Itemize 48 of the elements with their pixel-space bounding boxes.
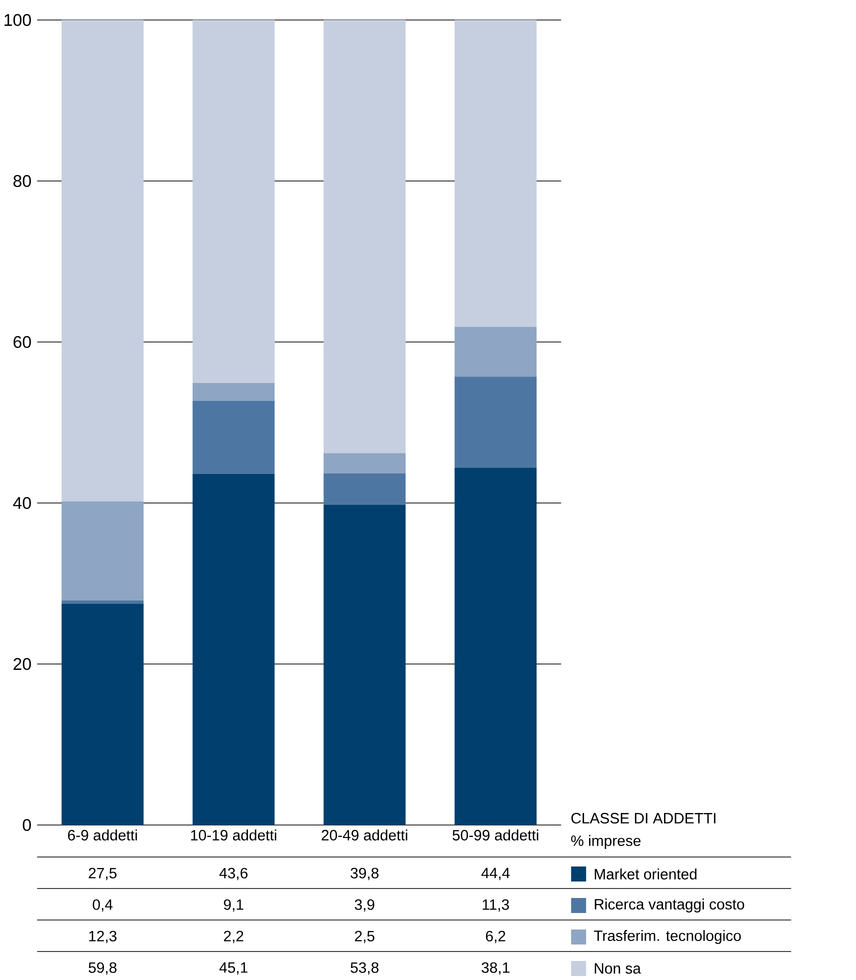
bar [454,20,537,327]
y-tick-label: 40 [13,496,32,509]
bar [192,474,275,825]
bar [62,20,144,502]
x-tick-label: 6-9 addetti [68,830,138,840]
bar [324,473,406,505]
y-tick-label: 60 [14,336,32,348]
data-label: 27,5 [89,868,117,880]
bar [324,453,406,474]
data-label: 59,8 [88,962,117,975]
bar [62,501,144,600]
data-label: 0,4 [92,899,113,912]
legend-label: Market oriented [595,868,697,880]
y-tick-label: 100 [4,14,32,26]
data-label: 3,9 [354,899,374,912]
data-label: 6,2 [486,930,506,944]
x-tick-label: 50-99 addetti [452,830,538,840]
data-label: 2,2 [224,930,244,944]
data-label: 2,5 [355,930,375,944]
x-tick-label: 20-49 addetti [322,830,408,840]
bar [192,400,275,474]
data-label: 38,1 [482,962,510,975]
y-tick-label: 20 [14,658,32,670]
data-label: 9,1 [224,899,244,912]
y-axis-title: % imprese [571,835,641,849]
data-label: 39,8 [350,868,379,880]
y-tick-label: 0 [23,819,32,831]
data-label: 43,6 [220,868,248,880]
y-tick-label: 80 [14,174,32,187]
x-tick-label: 10-19 addetti [191,830,276,840]
bar [454,376,537,468]
legend-label: Non sa [595,963,642,974]
legend-label: Ricerca vantaggi costo [595,898,744,912]
x-axis-title: CLASSE DI ADDETTI [572,812,716,824]
bar [192,383,275,401]
data-label: 53,8 [350,962,379,975]
bar [324,20,406,454]
bar [62,604,144,825]
legend-label: Trasferim. tecnologico [594,930,742,944]
bar [192,20,275,384]
bar [454,468,537,825]
bar [454,326,537,377]
data-label: 12,3 [89,930,117,944]
bar [62,600,144,604]
bar [324,504,406,825]
data-label: 44,4 [482,868,510,880]
data-label: 11,3 [482,899,510,912]
data-label: 45,1 [220,962,248,975]
